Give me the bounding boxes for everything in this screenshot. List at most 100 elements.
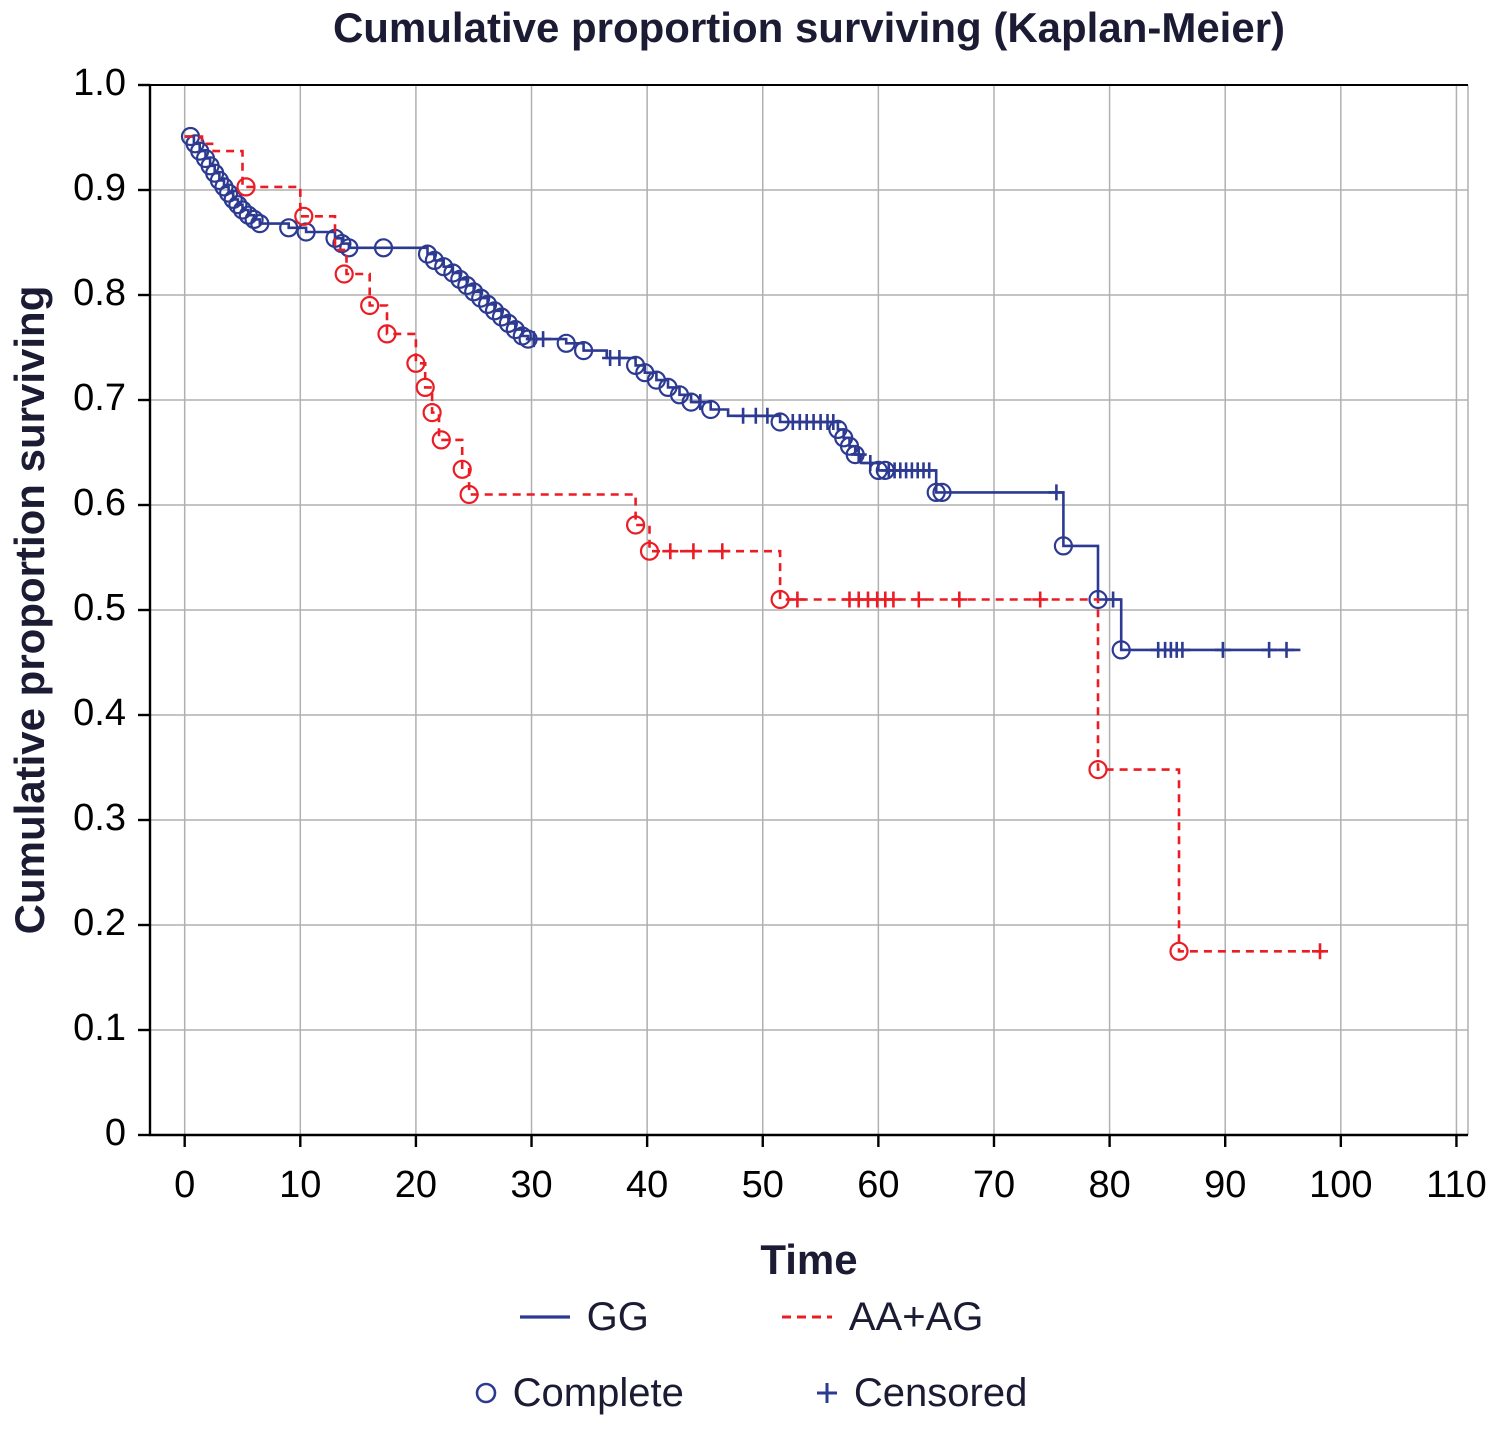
gg-censored-marker <box>611 350 628 366</box>
y-tick-label: 0.9 <box>73 167 126 209</box>
y-tick-label: 0.5 <box>73 587 126 629</box>
aaag-complete-marker <box>236 177 256 197</box>
gg-censored-marker <box>1214 641 1231 658</box>
gg-censored-marker <box>692 394 709 411</box>
aaag-complete-marker <box>415 377 435 397</box>
aaag-complete-marker <box>625 515 646 535</box>
y-tick-label: 0.3 <box>73 797 126 839</box>
legend-item-censored: Censored <box>814 1373 1027 1413</box>
gg-complete-marker <box>250 214 270 234</box>
aaag-censored-marker <box>951 591 968 608</box>
gg-complete-marker <box>232 200 253 220</box>
gg-censored-marker <box>1261 641 1278 658</box>
aaag-complete-marker <box>1169 941 1189 961</box>
legend: GG AA+AG Complete Censored <box>0 1292 1500 1418</box>
gg-complete-marker <box>491 307 512 327</box>
legend-row-markers: Complete Censored <box>0 1368 1500 1418</box>
y-tick-label: 0.2 <box>73 902 126 944</box>
gg-censored-marker <box>850 446 867 463</box>
x-tick-label: 30 <box>510 1164 552 1206</box>
aaag-censored-marker <box>910 591 927 608</box>
gg-complete-marker <box>279 218 299 238</box>
legend-item-complete: Complete <box>473 1373 684 1413</box>
gg-censored-marker <box>921 462 938 479</box>
complete-circle-icon <box>475 1382 496 1404</box>
y-tick-label: 0 <box>105 1112 126 1154</box>
x-tick-label: 50 <box>742 1164 784 1206</box>
gg-censored-marker <box>862 455 879 471</box>
x-tick-label: 40 <box>626 1164 668 1206</box>
gg-complete-marker <box>926 482 946 502</box>
legend-label-aaag: AA+AG <box>848 1295 984 1339</box>
gg-complete-marker <box>484 301 505 321</box>
gg-complete-marker <box>573 341 594 361</box>
x-tick-label: 10 <box>279 1164 321 1206</box>
aaag-censored-marker <box>1312 943 1328 960</box>
gg-complete-marker <box>457 275 477 296</box>
x-tick-label: 90 <box>1204 1164 1246 1206</box>
aaag-complete-marker <box>1088 759 1108 780</box>
gg-complete-marker <box>373 238 394 258</box>
legend-label-censored: Censored <box>853 1371 1028 1415</box>
aaag-complete-marker <box>431 430 451 450</box>
gg-complete-marker <box>1053 536 1074 556</box>
gg-censored-marker <box>1105 591 1122 608</box>
y-tick-label: 0.6 <box>73 482 126 524</box>
y-tick-label: 0.4 <box>73 692 126 734</box>
gg-censored-marker <box>1278 641 1295 658</box>
gg-complete-marker <box>450 269 470 289</box>
gg-censored-marker <box>825 414 842 430</box>
aaag-complete-marker <box>639 541 660 561</box>
aaag-complete-marker <box>452 459 472 479</box>
gg-complete-marker <box>505 320 525 340</box>
aaag-complete-marker <box>360 295 380 316</box>
y-tick-label: 0.1 <box>73 1007 126 1049</box>
x-tick-label: 80 <box>1088 1164 1130 1206</box>
aaag-censored-marker <box>662 543 679 560</box>
gg-complete-marker <box>556 333 576 353</box>
gg-censored-marker <box>535 331 552 348</box>
gg-complete-marker <box>443 263 463 283</box>
aaag-dashed-line-icon <box>781 1315 832 1319</box>
aaag-complete-marker <box>406 353 426 373</box>
x-tick-label: 0 <box>174 1164 195 1206</box>
gg-complete-marker <box>1111 640 1131 660</box>
x-tick-label: 20 <box>395 1164 437 1206</box>
gg-complete-marker <box>471 288 491 308</box>
legend-label-gg: GG <box>586 1295 649 1339</box>
gg-complete-marker <box>219 183 239 203</box>
gg-complete-marker <box>244 209 264 229</box>
gg-survival-curve <box>184 135 1301 652</box>
gg-complete-marker <box>932 482 952 502</box>
aaag-censored-marker <box>789 591 806 608</box>
aaag-censored-marker <box>685 543 702 560</box>
x-tick-label: 70 <box>973 1164 1015 1206</box>
legend-label-complete: Complete <box>512 1371 684 1415</box>
gg-complete-marker <box>228 195 248 215</box>
aaag-censored-marker <box>714 543 731 560</box>
y-tick-label: 1.0 <box>73 62 126 104</box>
gg-complete-marker <box>417 244 438 264</box>
y-tick-label: 0.8 <box>73 272 126 314</box>
gg-complete-marker <box>701 399 721 420</box>
gg-censored-marker <box>1174 641 1191 658</box>
gg-complete-marker <box>214 177 234 197</box>
km-plot-area: 0 10 20 30 40 50 60 70 80 90 100 110 0 0.1 0.2 0.3 0.4 0.… <box>73 62 1487 1206</box>
y-tick-label: 0.7 <box>73 377 126 419</box>
aaag-complete-marker <box>334 264 354 284</box>
gg-complete-marker <box>498 313 518 333</box>
gg-complete-marker <box>464 282 484 302</box>
gg-censored-marker <box>759 407 776 424</box>
gg-censored-marker <box>1048 484 1065 501</box>
aaag-complete-marker <box>294 206 314 226</box>
x-axis-label: Time <box>760 1236 858 1283</box>
aaag-survival-curve <box>184 135 1330 953</box>
gg-solid-line-icon <box>519 1315 570 1319</box>
aaag-censored-marker <box>1032 591 1049 608</box>
legend-item-gg: GG <box>517 1297 649 1337</box>
aaag-complete-marker <box>459 484 479 505</box>
aaag-censored-marker <box>885 591 902 608</box>
aaag-complete-marker <box>422 403 442 423</box>
censored-plus-icon <box>816 1383 837 1403</box>
